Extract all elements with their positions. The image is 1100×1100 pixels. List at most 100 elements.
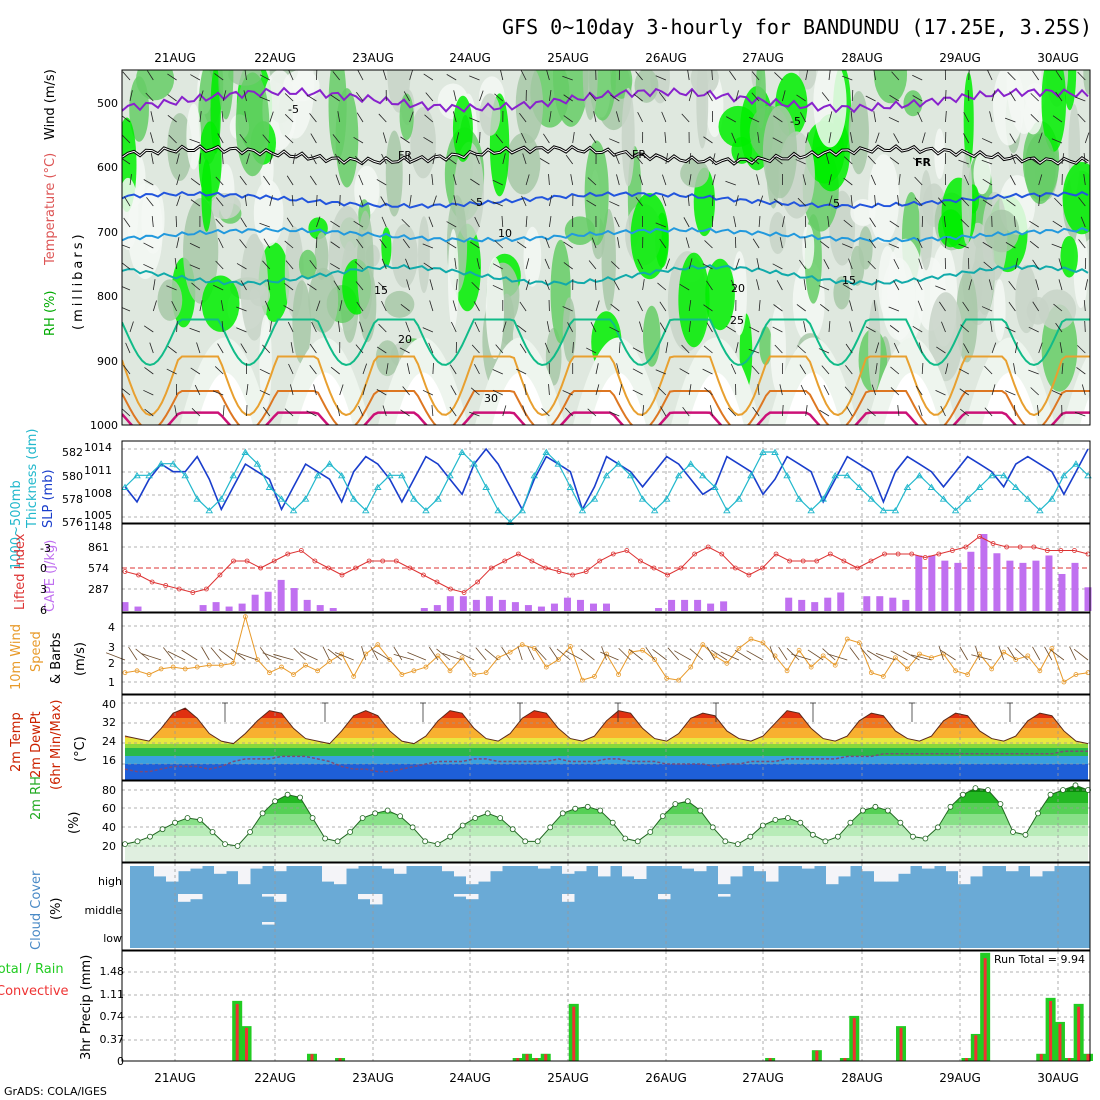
- wind-barb: [306, 94, 317, 102]
- rh-blob: [919, 169, 934, 271]
- wind-barb: [284, 93, 294, 102]
- wind-barb: [681, 344, 690, 354]
- lifted-index-marker: [285, 551, 291, 557]
- lifted-index-marker: [298, 548, 304, 553]
- wind10-barb: [428, 646, 439, 661]
- wind-barb: [359, 321, 364, 333]
- t-tick-32: 32: [102, 716, 116, 729]
- precip-conv-bar: [1049, 1001, 1053, 1061]
- wind-barb: [823, 385, 830, 396]
- rh2m-marker: [1035, 810, 1041, 817]
- cape-bar: [199, 605, 207, 611]
- wind-barb: [828, 111, 833, 123]
- wind-barb: [657, 387, 667, 396]
- wind-barb: [727, 407, 737, 417]
- wind-barb: [519, 343, 527, 354]
- wind-barb: [688, 258, 693, 270]
- rh2m-marker: [1060, 787, 1066, 793]
- wind-barb: [284, 135, 294, 144]
- cloud-high-cell: [922, 866, 935, 869]
- rh-blob: [356, 210, 374, 320]
- wind-barb: [844, 386, 853, 396]
- wind10-barb: [201, 646, 210, 661]
- wind-barb: [1015, 342, 1018, 354]
- wind-barb: [376, 389, 387, 396]
- wind-barb: [330, 366, 340, 375]
- wind10-marker: [447, 668, 453, 674]
- wind-barb: [687, 195, 690, 207]
- rh2m-marker: [222, 841, 228, 848]
- wind10-marker: [676, 677, 682, 683]
- wind-barb: [773, 198, 783, 207]
- rh-blob: [136, 70, 175, 101]
- wind-barb: [316, 216, 321, 228]
- lifted-index-marker: [597, 558, 603, 564]
- lifted-index-marker: [705, 544, 711, 550]
- cloud-high-cell: [862, 866, 875, 872]
- wind-barb: [453, 195, 457, 207]
- wind-barb: [735, 90, 739, 102]
- wind10-marker: [760, 640, 766, 646]
- rh-tick-40: 40: [102, 821, 116, 834]
- li-tick-3: 3: [40, 583, 47, 596]
- wind10-marker: [387, 657, 393, 662]
- li-tick-m3: -3: [40, 542, 51, 555]
- wind-barb: [310, 133, 317, 144]
- wind-barb: [239, 134, 247, 144]
- wind10-barb: [746, 650, 764, 661]
- wind10-ticks: 4 3 2 1: [108, 621, 115, 689]
- wind-barb: [214, 73, 224, 81]
- rh-blob: [582, 70, 598, 121]
- wind-barb: [1074, 96, 1086, 102]
- wind-barb: [709, 405, 713, 417]
- cape-bar: [1045, 555, 1053, 611]
- precip-conv-bar: [310, 1054, 314, 1061]
- wind-barb: [616, 174, 620, 186]
- wind-barb: [541, 408, 550, 417]
- wind-barb: [519, 113, 527, 123]
- lifted-index-marker: [393, 558, 399, 564]
- thickness-marker: [711, 483, 719, 490]
- cloud-high-cell: [490, 866, 503, 872]
- cloud-high-cell: [622, 866, 635, 877]
- date-bottom-1: 22AUG: [254, 1071, 296, 1085]
- wind-barb: [850, 111, 853, 123]
- thickness-marker: [289, 506, 298, 514]
- rh2m-marker: [797, 819, 804, 826]
- thickness-marker: [855, 483, 864, 490]
- wind-barb: [825, 153, 830, 165]
- wind-barb: [479, 90, 484, 102]
- cape-bar: [459, 596, 467, 611]
- wind-barb: [519, 301, 527, 312]
- wind10-marker: [688, 664, 694, 670]
- wind-barb: [915, 385, 923, 396]
- wind-barb: [1011, 153, 1016, 165]
- cape-bar: [954, 562, 962, 611]
- rh2m-marker: [859, 807, 866, 814]
- lifted-index-marker: [149, 579, 155, 585]
- wind10-barb: [971, 654, 992, 661]
- wind-barb: [190, 367, 201, 375]
- wind-barb: [284, 283, 294, 291]
- wind-barb: [639, 174, 643, 186]
- cloud-high-cell: [322, 866, 335, 882]
- rh2m-marker: [547, 824, 554, 831]
- rh-blob: [928, 292, 963, 382]
- wind10-marker: [194, 664, 200, 670]
- wind-barb: [935, 285, 946, 291]
- isotherm-30: [122, 390, 1090, 425]
- wind10-marker: [471, 672, 477, 677]
- iso-label-m5: -5: [288, 103, 299, 116]
- wind-barb: [1030, 114, 1039, 123]
- wind10-marker: [748, 636, 754, 642]
- wind-barb: [984, 407, 993, 417]
- thickness-marker: [771, 448, 779, 455]
- wind10-barb: [167, 651, 186, 661]
- isotherm-15: [122, 263, 1089, 287]
- cape-bar: [1084, 587, 1092, 611]
- wind10-marker: [315, 668, 321, 674]
- rh2m-marker: [597, 807, 604, 814]
- wind-barb: [1029, 220, 1039, 228]
- wind10-marker: [519, 642, 525, 648]
- wind-barb: [405, 258, 410, 270]
